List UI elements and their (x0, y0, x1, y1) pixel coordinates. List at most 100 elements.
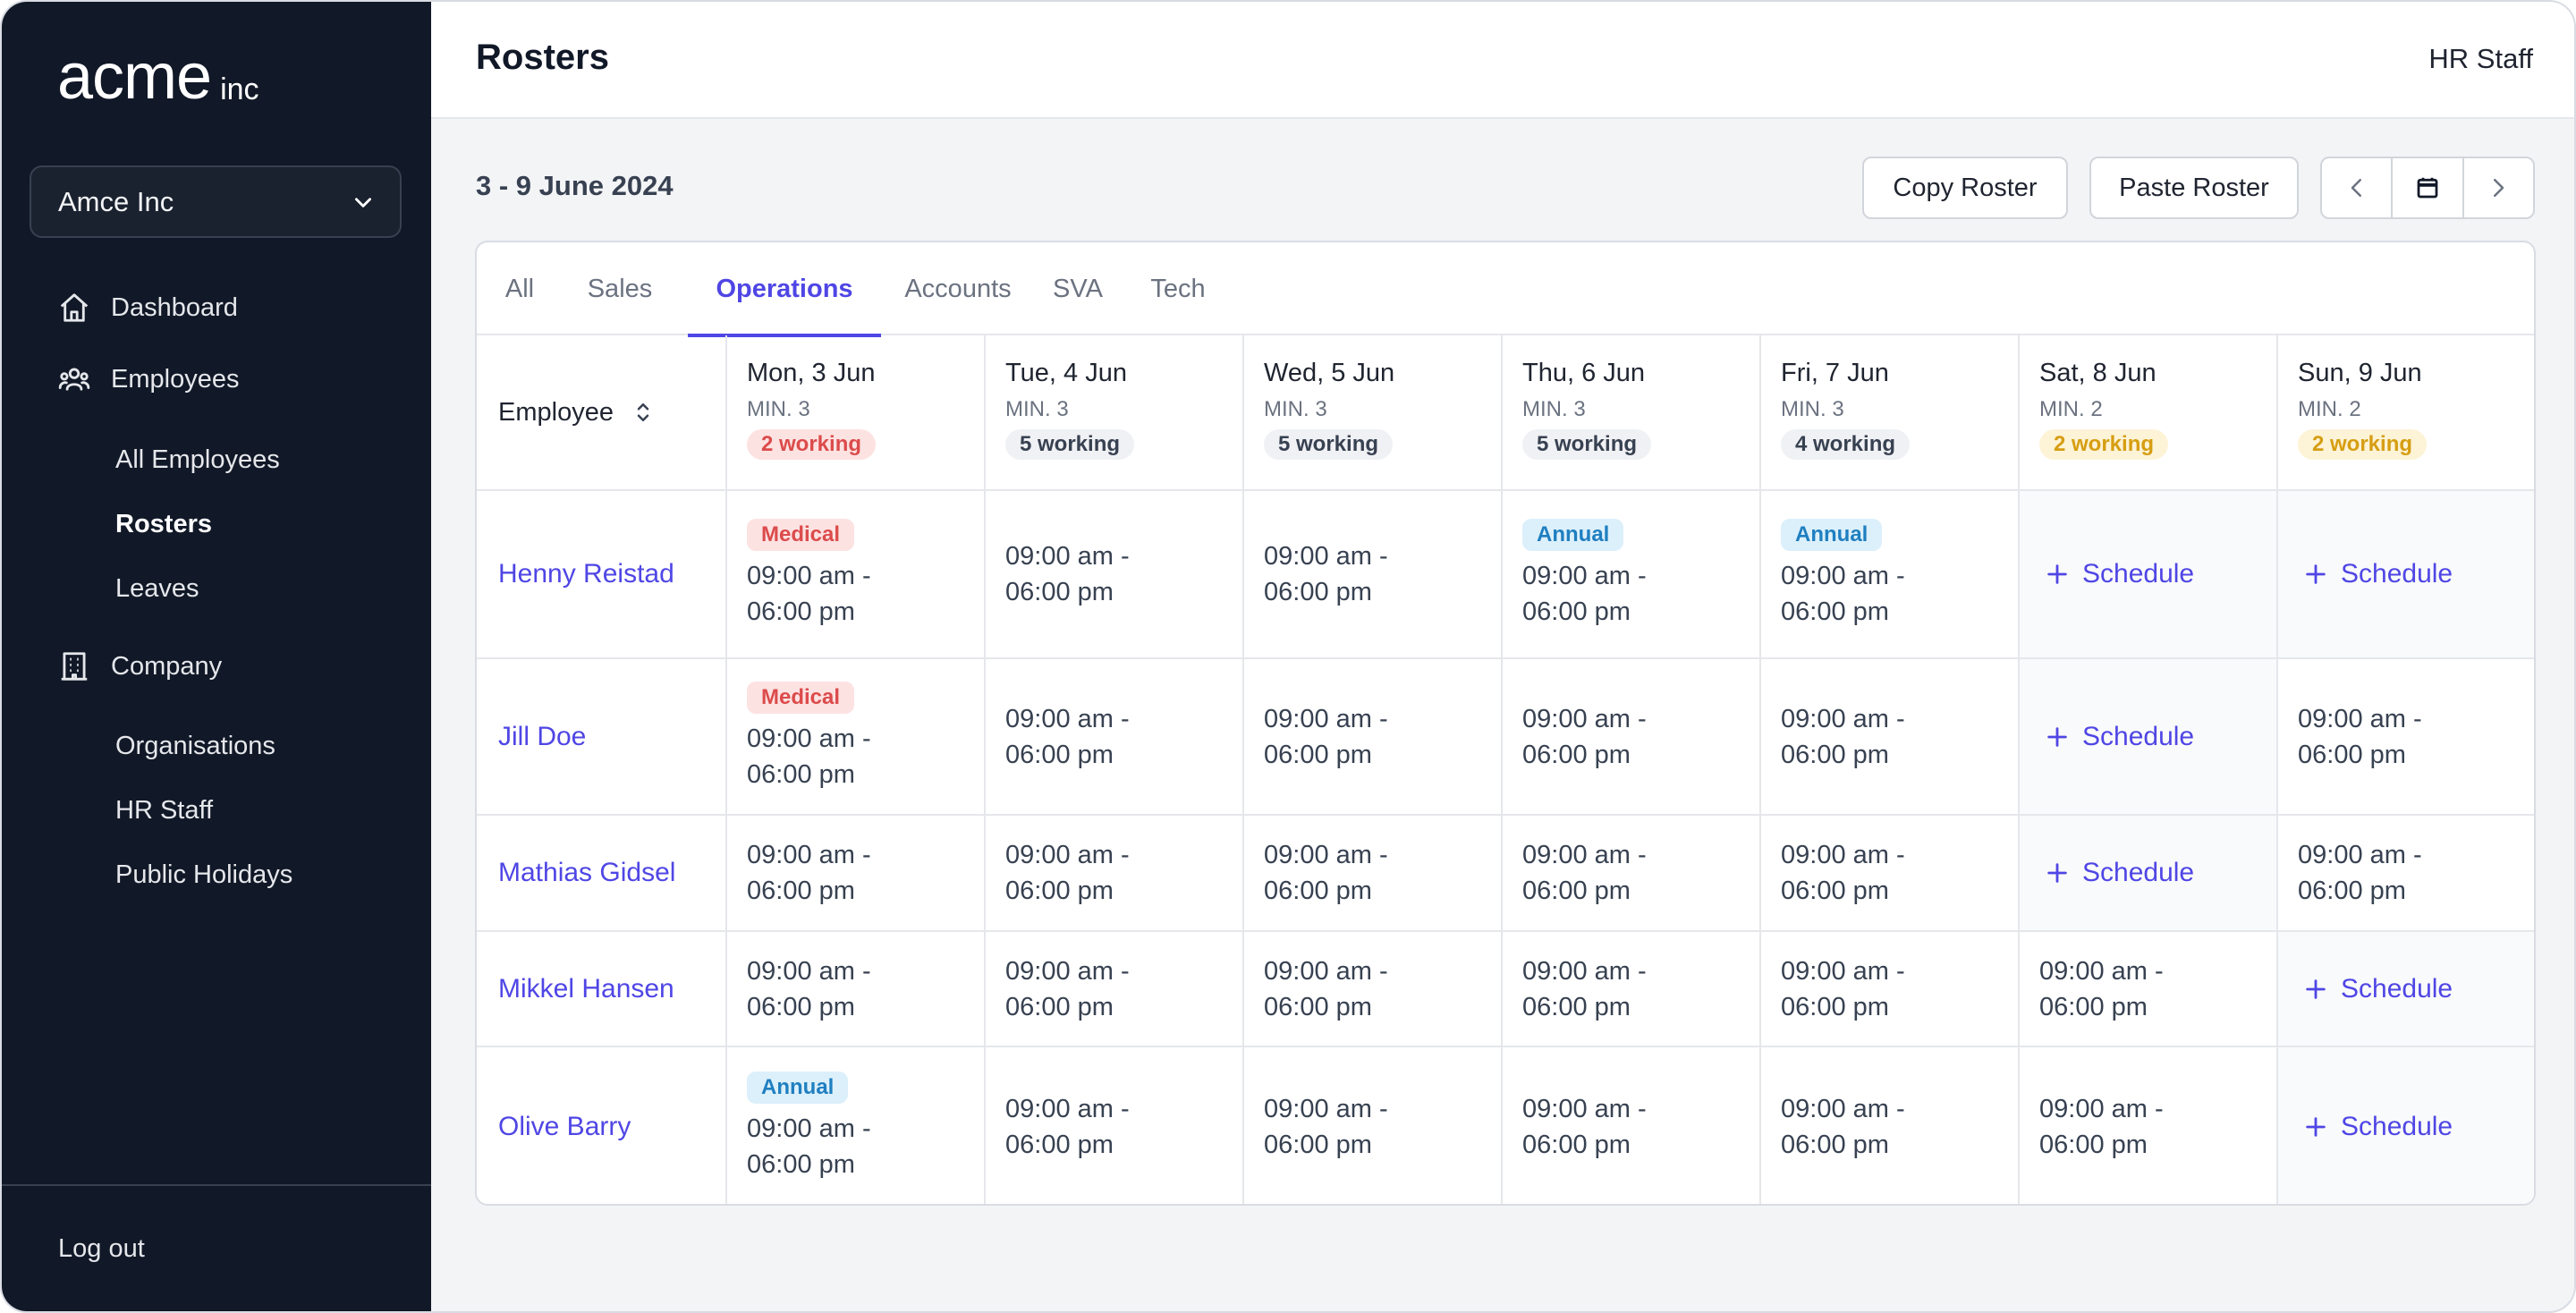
sidebar-item-leaves[interactable]: Leaves (115, 574, 199, 603)
calendar-button[interactable] (2391, 158, 2462, 217)
shift-cell[interactable]: Annual 09:00 am - 06:00 pm (1503, 491, 1761, 657)
shift-cell[interactable]: Annual 09:00 am - 06:00 pm (727, 1047, 986, 1204)
employee-name-link[interactable]: Mikkel Hansen (498, 973, 674, 1004)
shift-end-time: 06:00 pm (1264, 877, 1372, 905)
shift-cell[interactable]: 09:00 am - 06:00 pm (1244, 659, 1503, 814)
shift-cell[interactable]: 09:00 am - 06:00 pm (1503, 932, 1761, 1046)
user-role-label[interactable]: HR Staff (2428, 43, 2533, 74)
schedule-label: Schedule (2082, 858, 2195, 887)
tab-tech[interactable]: Tech (1150, 274, 1206, 303)
shift-cell[interactable]: 09:00 am - 06:00 pm (1761, 816, 2020, 930)
shift-cell[interactable]: 09:00 am - 06:00 pm (986, 932, 1244, 1046)
minimum-staff-label: MIN. 2 (2039, 397, 2103, 421)
next-week-button[interactable] (2462, 158, 2533, 217)
shift-cell[interactable]: 09:00 am - 06:00 pm (2278, 659, 2534, 814)
employee-name-cell: Mathias Gidsel (477, 816, 727, 930)
shift-end-time: 06:00 pm (2298, 740, 2406, 769)
shift-cell[interactable]: 09:00 am - 06:00 pm (986, 816, 1244, 930)
shift-start-time: 09:00 am - (1781, 704, 1905, 733)
schedule-label: Schedule (2341, 1112, 2453, 1141)
shift-cell[interactable]: 09:00 am - 06:00 pm (1503, 816, 1761, 930)
logout-link[interactable]: Log out (58, 1234, 145, 1263)
shift-end-time: 06:00 pm (747, 597, 855, 626)
shift-cell[interactable]: 09:00 am - 06:00 pm (2020, 932, 2278, 1046)
shift-end-time: 06:00 pm (1522, 1131, 1631, 1159)
shift-cell[interactable]: 09:00 am - 06:00 pm (1761, 932, 2020, 1046)
minimum-staff-label: MIN. 3 (1522, 397, 1586, 421)
shift-end-time: 06:00 pm (1264, 992, 1372, 1021)
shift-start-time: 09:00 am - (1781, 841, 1905, 869)
users-icon (58, 368, 90, 391)
sidebar-item-hr-staff[interactable]: HR Staff (115, 796, 214, 825)
shift-cell[interactable]: 09:00 am - 06:00 pm (727, 932, 986, 1046)
shift-start-time: 09:00 am - (1522, 1095, 1647, 1123)
sidebar-item-dashboard[interactable]: Dashboard (57, 291, 238, 325)
shift-cell[interactable]: 09:00 am - 06:00 pm (2278, 816, 2534, 930)
shift-cell[interactable]: 09:00 am - 06:00 pm (986, 491, 1244, 657)
sidebar-item-public-holidays[interactable]: Public Holidays (115, 860, 293, 889)
tab-operations[interactable]: Operations (688, 242, 881, 337)
add-schedule-button[interactable]: Schedule (2020, 659, 2278, 814)
employee-name-link[interactable]: Mathias Gidsel (498, 858, 676, 887)
add-schedule-button[interactable]: Schedule (2278, 932, 2534, 1046)
organisation-select[interactable]: Amce Inc (30, 165, 402, 238)
shift-cell[interactable]: 09:00 am - 06:00 pm (1244, 932, 1503, 1046)
shift-cell[interactable]: 09:00 am - 06:00 pm (1761, 659, 2020, 814)
table-row: Jill Doe Medical 09:00 am -06:00 pm 09:00 a… (477, 659, 2534, 816)
chevron-left-icon (2351, 179, 2361, 197)
employee-name-link[interactable]: Henny Reistad (498, 559, 674, 589)
tab-sva[interactable]: SVA (1053, 274, 1103, 303)
sidebar-item-employees[interactable]: Employees (57, 362, 239, 396)
paste-roster-button[interactable]: Paste Roster (2089, 157, 2299, 219)
shift-start-time: 09:00 am - (2298, 704, 2422, 733)
shift-start-time: 09:00 am - (1522, 704, 1647, 733)
tab-all[interactable]: All (504, 274, 535, 303)
employee-name-link[interactable]: Olive Barry (498, 1112, 631, 1141)
employee-header-label: Employee (498, 397, 614, 427)
previous-week-button[interactable] (2322, 158, 2391, 217)
shift-cell[interactable]: Annual 09:00 am - 06:00 pm (1761, 491, 2020, 657)
chevron-down-icon (355, 197, 371, 208)
plus-icon (2306, 978, 2326, 999)
add-schedule-button[interactable]: Schedule (2020, 816, 2278, 930)
shift-cell[interactable]: 09:00 am - 06:00 pm (2020, 1047, 2278, 1204)
add-schedule-button[interactable]: Schedule (2020, 491, 2278, 657)
annual-leave-badge: Annual (1522, 519, 1624, 551)
shift-cell[interactable]: Medical 09:00 am - 06:00 pm (727, 491, 986, 657)
page-header: Rosters HR Staff (431, 2, 2574, 119)
employee-name-link[interactable]: Jill Doe (498, 721, 587, 751)
minimum-staff-label: MIN. 3 (1005, 397, 1069, 421)
shift-cell[interactable]: Medical 09:00 am - 06:00 pm (727, 659, 986, 814)
shift-cell[interactable]: 09:00 am - 06:00 pm (1244, 491, 1503, 657)
employee-column-header[interactable]: Employee (477, 335, 727, 489)
shift-cell[interactable]: 09:00 am - 06:00 pm (1761, 1047, 2020, 1204)
shift-cell[interactable]: 09:00 am - 06:00 pm (1503, 659, 1761, 814)
roster-card: All Sales Operations Accounts SVA Tech E… (475, 241, 2536, 1206)
tab-sales[interactable]: Sales (587, 274, 653, 303)
shift-end-time: 06:00 pm (2039, 1131, 2148, 1159)
shift-end-time: 06:00 pm (747, 759, 855, 789)
sidebar-item-organisations[interactable]: Organisations (115, 732, 275, 760)
shift-cell[interactable]: 09:00 am - 06:00 pm (727, 816, 986, 930)
sidebar-item-rosters[interactable]: Rosters (115, 510, 212, 538)
sidebar-item-company[interactable]: Company (57, 649, 222, 683)
sidebar-item-all-employees[interactable]: All Employees (115, 445, 280, 474)
day-label: Fri, 7 Jun (1781, 359, 1889, 387)
add-schedule-button[interactable]: Schedule (2278, 491, 2534, 657)
shift-end-time: 06:00 pm (1005, 1131, 1114, 1159)
shift-end-time: 06:00 pm (1264, 740, 1372, 769)
add-schedule-button[interactable]: Schedule (2278, 1047, 2534, 1204)
copy-roster-button[interactable]: Copy Roster (1862, 157, 2068, 219)
shift-start-time: 09:00 am - (747, 724, 871, 753)
shift-cell[interactable]: 09:00 am - 06:00 pm (986, 659, 1244, 814)
minimum-staff-label: MIN. 3 (1781, 397, 1844, 421)
shift-start-time: 09:00 am - (1522, 956, 1647, 986)
medical-leave-badge: Medical (747, 681, 855, 714)
shift-cell[interactable]: 09:00 am - 06:00 pm (1244, 1047, 1503, 1204)
tab-accounts[interactable]: Accounts (904, 274, 1012, 303)
shift-end-time: 06:00 pm (1781, 992, 1889, 1021)
shift-cell[interactable]: 09:00 am - 06:00 pm (1244, 816, 1503, 930)
shift-cell[interactable]: 09:00 am - 06:00 pm (986, 1047, 1244, 1204)
shift-cell[interactable]: 09:00 am - 06:00 pm (1503, 1047, 1761, 1204)
employee-name-cell: Jill Doe (477, 659, 727, 814)
